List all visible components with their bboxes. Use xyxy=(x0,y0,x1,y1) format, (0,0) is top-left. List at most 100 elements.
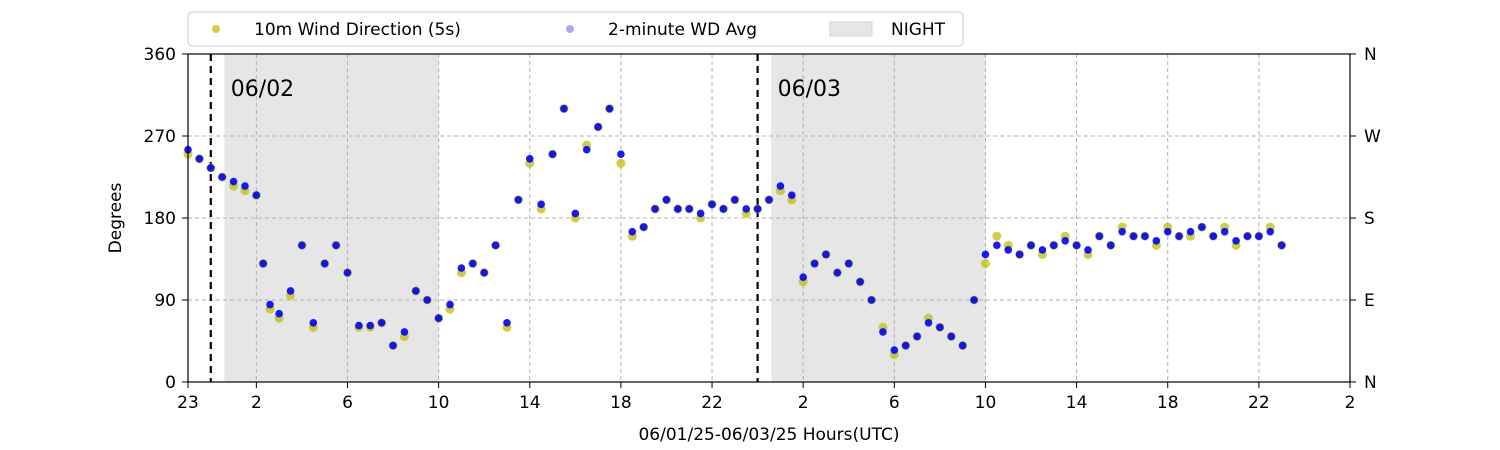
y-axis-ticks: 0 90 180 270 360 xyxy=(144,45,188,393)
legend-swatch-night xyxy=(829,21,873,37)
data-point xyxy=(229,177,238,186)
data-point xyxy=(1232,236,1240,245)
data-point xyxy=(412,287,420,295)
y-tick-label: 90 xyxy=(154,291,176,311)
data-point xyxy=(879,328,887,336)
data-point xyxy=(446,300,454,309)
data-point xyxy=(616,158,626,168)
data-point xyxy=(708,200,716,209)
data-point xyxy=(719,205,728,213)
data-point xyxy=(480,268,488,277)
right-axis-ticks: N E S W N xyxy=(1350,45,1381,393)
data-point xyxy=(1118,227,1126,236)
data-point xyxy=(913,332,921,341)
x-tick-label: 22 xyxy=(701,393,723,413)
data-point xyxy=(266,300,274,309)
x-tick-label: 6 xyxy=(889,393,900,413)
data-point xyxy=(537,200,545,209)
data-point xyxy=(787,191,796,200)
data-point xyxy=(662,195,671,204)
right-tick-label: N xyxy=(1364,373,1377,393)
data-point xyxy=(924,318,933,327)
data-point xyxy=(1129,232,1138,241)
grid-lines xyxy=(188,54,1350,382)
right-tick-label: N xyxy=(1364,45,1377,65)
data-point xyxy=(525,154,534,163)
data-point xyxy=(1243,232,1252,241)
data-point xyxy=(320,259,329,268)
data-point xyxy=(469,259,477,268)
right-tick-label: E xyxy=(1364,291,1375,311)
data-point xyxy=(993,241,1001,250)
x-tick-label: 10 xyxy=(975,393,997,413)
data-point xyxy=(332,241,340,250)
data-point xyxy=(799,273,807,282)
data-point xyxy=(742,205,751,213)
data-point xyxy=(936,323,944,332)
legend: 10m Wind Direction (5s) 2-minute WD Avg NI… xyxy=(187,11,964,47)
data-point xyxy=(514,195,523,204)
data-point xyxy=(400,328,409,336)
data-point xyxy=(355,321,363,330)
data-point xyxy=(1061,236,1069,245)
data-point xyxy=(1038,246,1047,254)
data-point xyxy=(377,318,386,327)
x-tick-label: 2 xyxy=(798,393,809,413)
data-point xyxy=(423,296,432,304)
data-point xyxy=(822,250,830,259)
data-point xyxy=(890,346,899,354)
data-point xyxy=(1266,227,1275,236)
series-wd-avg-2min xyxy=(184,104,1286,354)
x-tick-label: 2 xyxy=(251,393,262,413)
data-point xyxy=(218,173,226,181)
data-point xyxy=(1163,227,1172,236)
data-point xyxy=(366,321,375,330)
data-point xyxy=(195,154,204,163)
data-point xyxy=(1220,227,1229,236)
data-point xyxy=(241,182,249,190)
data-point xyxy=(901,341,910,350)
data-point xyxy=(867,296,876,304)
y-tick-label: 270 xyxy=(144,127,176,147)
data-point xyxy=(286,287,295,295)
data-point xyxy=(1198,223,1206,231)
data-point xyxy=(844,259,853,268)
data-point xyxy=(833,268,842,277)
data-point xyxy=(753,205,762,213)
data-point xyxy=(1277,241,1286,250)
data-point xyxy=(275,309,283,318)
data-point xyxy=(731,195,739,204)
night-shading xyxy=(224,54,986,382)
data-point xyxy=(810,259,819,268)
data-point xyxy=(457,264,466,272)
data-point xyxy=(259,259,267,268)
data-point xyxy=(776,182,785,190)
data-point xyxy=(252,191,261,200)
data-point xyxy=(1152,236,1161,245)
x-axis-ticks: 23 2 6 10 14 18 22 2 6 10 14 18 22 2 xyxy=(177,382,1355,413)
data-point xyxy=(1072,241,1081,250)
data-point xyxy=(503,318,511,327)
legend-marker xyxy=(212,25,220,33)
data-point xyxy=(947,332,956,341)
data-point xyxy=(343,268,352,277)
data-point xyxy=(309,318,318,327)
data-point xyxy=(1175,232,1183,241)
data-point xyxy=(651,205,659,213)
data-point xyxy=(970,296,978,304)
data-point xyxy=(1209,232,1218,241)
data-point xyxy=(674,205,682,213)
y-tick-label: 360 xyxy=(144,45,176,65)
day-markers: 06/02 06/03 xyxy=(209,54,841,382)
data-point xyxy=(594,123,602,131)
data-point xyxy=(1141,232,1149,241)
data-point xyxy=(582,145,591,154)
x-tick-label: 10 xyxy=(428,393,450,413)
data-point xyxy=(1015,250,1024,259)
data-point xyxy=(685,205,694,213)
data-point xyxy=(1084,246,1092,254)
x-axis-label: 06/01/25-06/03/25 Hours(UTC) xyxy=(638,425,899,445)
data-point xyxy=(571,209,580,218)
data-point xyxy=(548,150,557,159)
